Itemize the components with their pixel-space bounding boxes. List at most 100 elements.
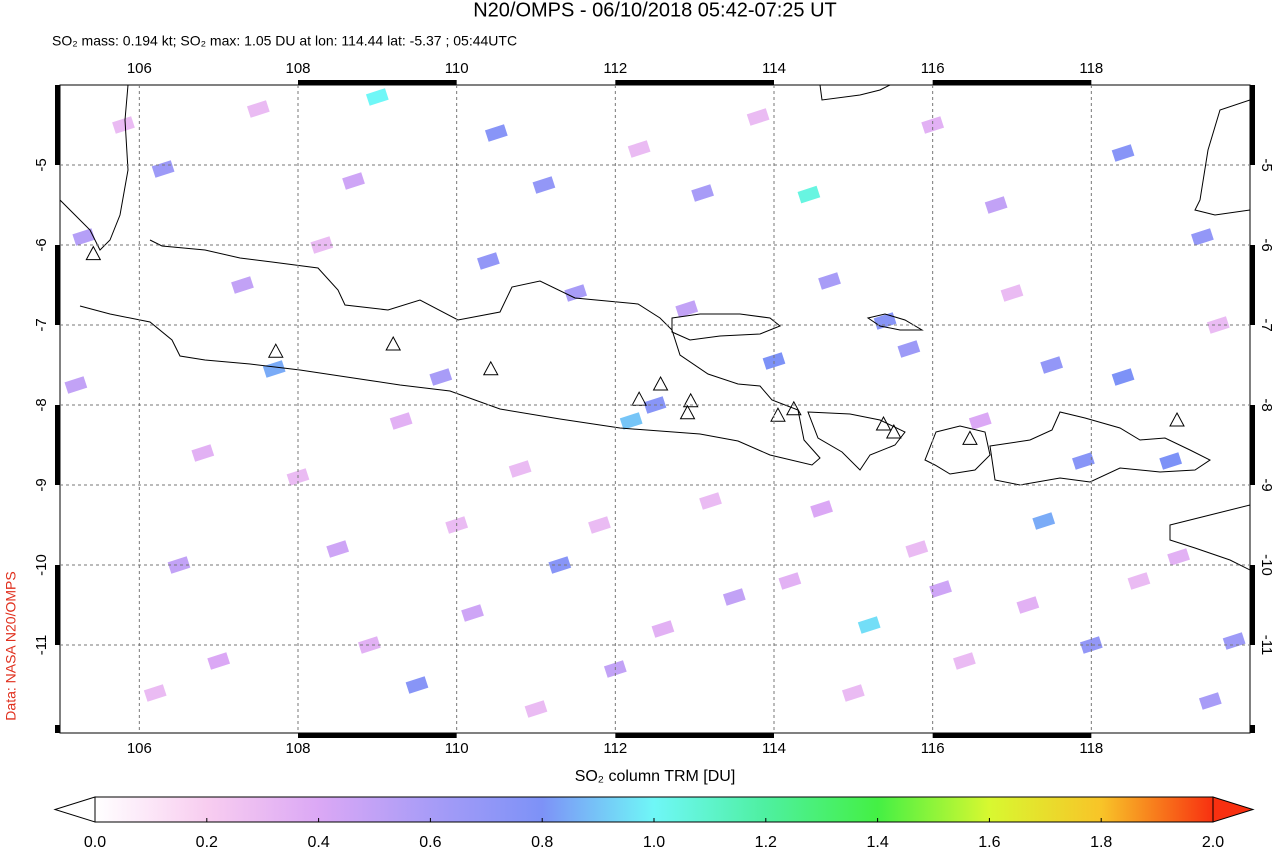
- coast-java: [79, 239, 821, 466]
- colorbar-over: [1212, 796, 1255, 823]
- y-tick-label: -5: [33, 158, 50, 171]
- frame-bar: [932, 733, 1092, 738]
- volcano: [85, 245, 102, 261]
- so2-pixel: [207, 652, 231, 670]
- so2-pixel: [262, 360, 286, 378]
- frame-bar: [1250, 405, 1255, 485]
- x-tick-label: 118: [1079, 740, 1103, 757]
- so2-pixel: [326, 540, 350, 558]
- so2-pixel: [857, 616, 881, 634]
- so2-pixel: [484, 124, 508, 142]
- frame-bar: [1250, 245, 1255, 325]
- so2-pixel: [651, 620, 675, 638]
- x-tick-label: 106: [127, 740, 152, 757]
- frame-bar: [55, 725, 60, 733]
- so2-pixel: [532, 176, 556, 194]
- y-tick-label: -9: [33, 478, 50, 491]
- y-tick-label: -11: [1258, 635, 1272, 656]
- x-tick-label: 116: [921, 740, 945, 757]
- coast-madura: [671, 313, 781, 341]
- frame-bar: [1250, 85, 1255, 165]
- frame-bar: [55, 565, 60, 645]
- so2-pixel: [1111, 368, 1135, 386]
- so2-pixel: [1159, 452, 1183, 470]
- so2-pixel: [1072, 452, 1095, 470]
- so2-pixel: [797, 185, 821, 204]
- so2-pixel: [699, 492, 722, 510]
- x-tick-label: 110: [445, 740, 469, 757]
- so2-pixel: [461, 604, 484, 622]
- x-tick-label: 116: [921, 60, 945, 77]
- y-tick-label: -6: [1258, 238, 1272, 251]
- x-tick-label: 110: [445, 60, 469, 77]
- coast-kangean: [866, 313, 924, 331]
- so2-pixel: [231, 276, 254, 294]
- y-tick-label: -7: [1258, 318, 1272, 331]
- so2-pixel: [405, 676, 429, 694]
- y-tick-label: -10: [33, 554, 50, 576]
- so2-pixel: [358, 636, 381, 654]
- so2-pixel: [310, 236, 334, 254]
- frame-bar: [1250, 725, 1255, 733]
- y-tick-label: -8: [33, 398, 50, 411]
- so2-pixel: [841, 684, 865, 702]
- so2-pixel: [365, 88, 389, 106]
- x-tick-label: 114: [762, 740, 786, 757]
- coastlines: [60, 85, 1250, 571]
- so2-pixel: [675, 300, 699, 318]
- colorbar-label: SO₂ column TRM [DU]: [575, 768, 736, 785]
- volcano: [785, 400, 802, 416]
- so2-pixel: [1127, 572, 1151, 590]
- colorbar-tick-label: 1.4: [866, 834, 888, 851]
- so2-pixel: [342, 172, 365, 190]
- volcano: [770, 407, 786, 422]
- x-tick-label: 118: [1079, 60, 1103, 77]
- so2-pixel: [1222, 632, 1246, 650]
- frame-bar: [615, 80, 774, 85]
- volcano: [679, 404, 696, 420]
- colorbar-tick-label: 0.4: [307, 834, 329, 851]
- x-tick-label: 112: [603, 60, 627, 77]
- y-tick-label: -8: [1258, 398, 1272, 411]
- frame-bar: [615, 733, 774, 738]
- so2-pixel: [897, 340, 921, 358]
- x-tick-label: 106: [127, 60, 152, 77]
- volcano: [1169, 411, 1185, 427]
- so2-pixel: [524, 700, 548, 718]
- so2-pixel: [112, 116, 135, 134]
- volcano: [682, 392, 699, 408]
- so2-pixel: [389, 412, 413, 430]
- so2-pixel: [1198, 692, 1222, 710]
- so2-pixel: [588, 516, 611, 534]
- title: N20/OMPS - 06/10/2018 05:42-07:25 UT: [473, 0, 837, 21]
- volcano: [652, 375, 669, 391]
- so2-pixel: [167, 556, 191, 574]
- colorbar-tick-label: 1.2: [755, 834, 777, 851]
- frame-bar: [55, 85, 60, 165]
- y-tick-label: -7: [33, 318, 50, 331]
- volcano: [267, 343, 284, 358]
- credit: Data: NASA N20/OMPS: [3, 571, 19, 720]
- so2-pixel: [627, 140, 651, 158]
- colorbar-tick-label: 0.2: [196, 834, 218, 851]
- frame-bar: [1250, 565, 1255, 645]
- so2-pixel: [1000, 284, 1024, 302]
- volcano: [631, 391, 647, 406]
- so2-pixel: [722, 588, 746, 606]
- so2-pixel: [564, 284, 588, 302]
- colorbar-tick-label: 1.6: [978, 834, 1000, 851]
- so2-pixel: [968, 412, 992, 430]
- colorbar-tick-label: 1.0: [643, 834, 665, 851]
- so2-pixel: [477, 252, 500, 270]
- coast-sumba: [1169, 504, 1250, 571]
- so2-pixel: [429, 368, 453, 386]
- so2-pixel: [1040, 356, 1064, 374]
- coast-bali: [807, 411, 906, 471]
- frame-bar: [55, 405, 60, 485]
- frame-bar: [298, 733, 457, 738]
- so2-pixel: [619, 412, 643, 430]
- y-tick-label: -11: [33, 635, 50, 656]
- so2-pixel: [508, 460, 532, 478]
- so2-pixel: [953, 652, 976, 670]
